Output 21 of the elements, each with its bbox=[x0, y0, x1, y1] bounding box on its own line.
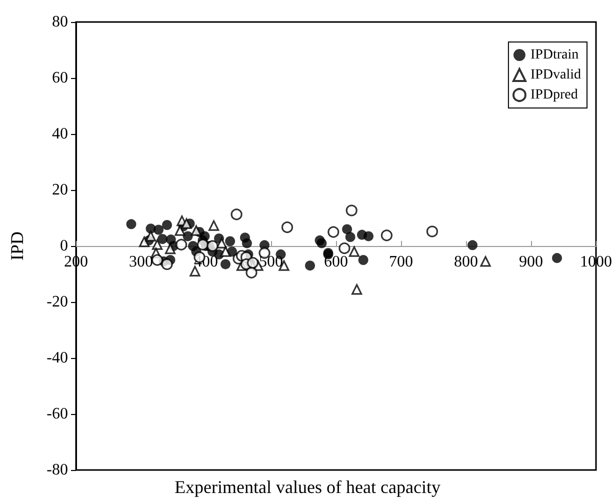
y-tick-label: -20 bbox=[46, 294, 68, 310]
x-tick-label: 800 bbox=[454, 254, 478, 270]
x-tick-label: 400 bbox=[194, 254, 218, 270]
legend-label: IPDvalid bbox=[530, 68, 582, 82]
y-tick-label: 0 bbox=[60, 238, 68, 254]
y-tick-label: -40 bbox=[46, 350, 68, 366]
y-tick-label: -60 bbox=[46, 406, 68, 422]
x-tick-label: 500 bbox=[259, 254, 283, 270]
x-tick-label: 600 bbox=[324, 254, 348, 270]
x-tick-label: 300 bbox=[129, 254, 153, 270]
legend-label: IPDtrain bbox=[530, 48, 579, 62]
y-tick-label: -80 bbox=[46, 462, 68, 478]
x-axis-title: Experimental values of heat capacity bbox=[174, 477, 440, 497]
y-tick-label: 80 bbox=[52, 14, 68, 30]
x-tick-label: 900 bbox=[519, 254, 543, 270]
legend-label: IPDpred bbox=[530, 88, 578, 102]
y-tick-label: 20 bbox=[52, 182, 68, 198]
y-axis-title: IPD bbox=[7, 231, 27, 261]
y-tick-label: 40 bbox=[52, 126, 68, 142]
x-tick-label: 700 bbox=[389, 254, 413, 270]
y-tick-label: 60 bbox=[52, 70, 68, 86]
